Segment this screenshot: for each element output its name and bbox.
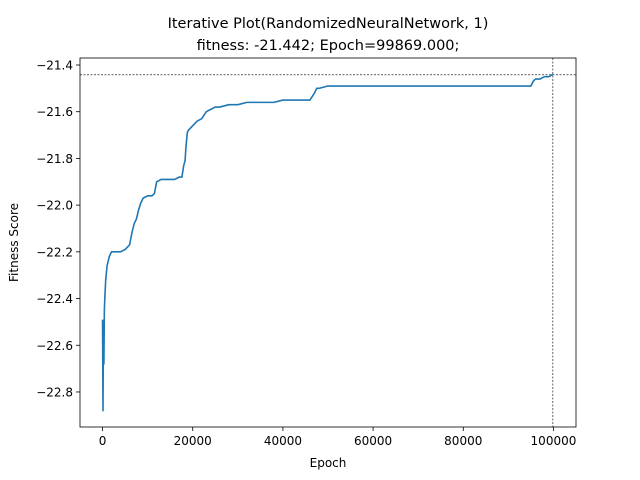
x-tick-label: 80000: [444, 434, 482, 448]
chart-title: Iterative Plot(RandomizedNeuralNetwork, …: [168, 16, 489, 32]
x-tick-label: 0: [99, 434, 107, 448]
x-tick-label: 40000: [264, 434, 302, 448]
x-axis: 0 20000 40000 60000 80000 100000: [99, 427, 577, 448]
y-axis-label: Fitness Score: [7, 203, 21, 282]
y-tick-label: −22.0: [36, 199, 73, 213]
y-axis: −22.8 −22.6 −22.4 −22.2 −22.0 −21.8 −21.6 −21.4: [36, 59, 80, 399]
series-layer: [101, 73, 554, 412]
y-tick-label: −22.6: [36, 339, 73, 353]
y-tick-label: −22.8: [36, 385, 73, 399]
y-tick-label: −22.2: [36, 245, 73, 259]
x-tick-label: 100000: [531, 434, 577, 448]
x-tick-label: 20000: [174, 434, 212, 448]
chart-subtitle: fitness: -21.442; Epoch=99869.000;: [197, 38, 460, 54]
y-tick-label: −22.4: [36, 292, 73, 306]
y-tick-label: −21.6: [36, 105, 73, 119]
reference-lines: [80, 58, 576, 427]
x-tick-label: 60000: [354, 434, 392, 448]
fitness-series-line: [101, 73, 554, 412]
y-tick-label: −21.4: [36, 59, 73, 73]
plot-frame: [79, 57, 577, 428]
x-axis-label: Epoch: [310, 456, 347, 470]
y-tick-label: −21.8: [36, 152, 73, 166]
